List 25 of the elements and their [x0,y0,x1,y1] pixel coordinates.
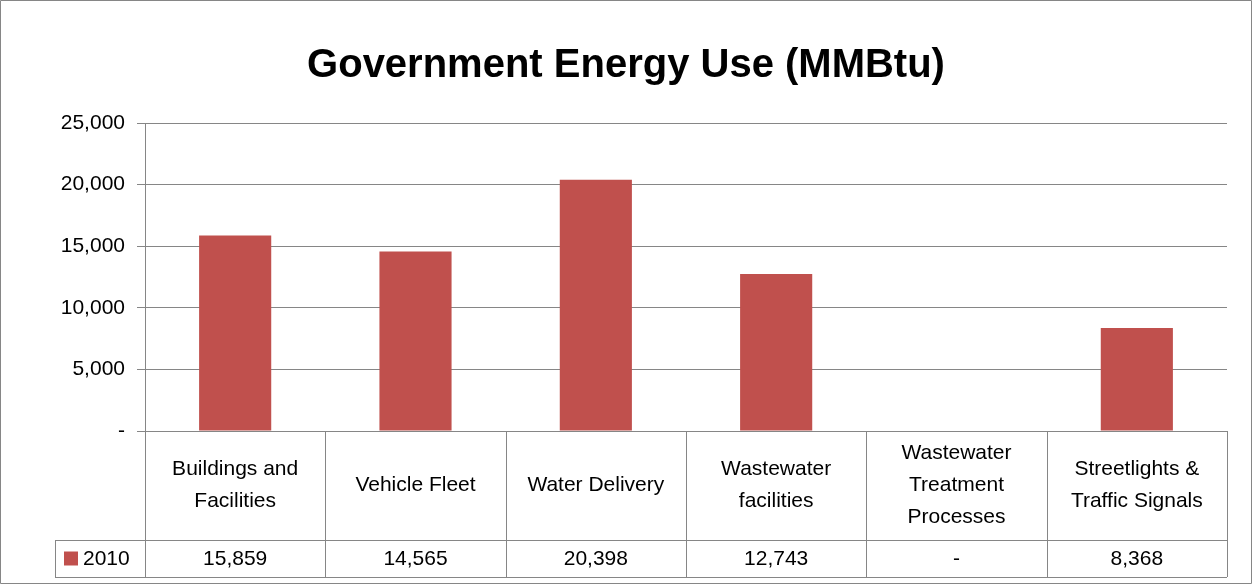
x-tick-label: Vehicle Fleet [355,472,476,496]
bar [1100,327,1173,431]
data-label: 20,398 [563,546,628,570]
data-label: 15,859 [203,546,268,570]
x-tick-label: Streetlights & Traffic Signals [1070,456,1203,512]
y-tick-label: - [118,417,125,441]
bar [379,251,452,431]
bar [740,274,813,431]
y-tick-label: 15,000 [60,233,125,256]
data-label: 8,368 [1110,546,1164,570]
data-label: 14,565 [383,546,448,570]
chart-title: Government Energy Use (MMBtu) [307,41,945,86]
x-tick-label: Buildings and Facilities [172,456,299,512]
y-tick-label: 25,000 [60,109,125,133]
y-tick-label: 10,000 [60,294,125,318]
bar [199,235,272,431]
y-tick-label: 5,000 [72,356,125,380]
x-tick-label: Water Delivery [527,472,665,496]
x-tick-label: Wastewater facilities [721,456,832,512]
data-label: 12,743 [744,546,809,570]
y-tick-label: 20,000 [60,171,125,195]
legend-label: 2010 [83,546,130,570]
x-tick-label: Wastewater Treatment Processes [901,440,1012,528]
text: - [953,546,960,570]
bar [559,179,632,431]
